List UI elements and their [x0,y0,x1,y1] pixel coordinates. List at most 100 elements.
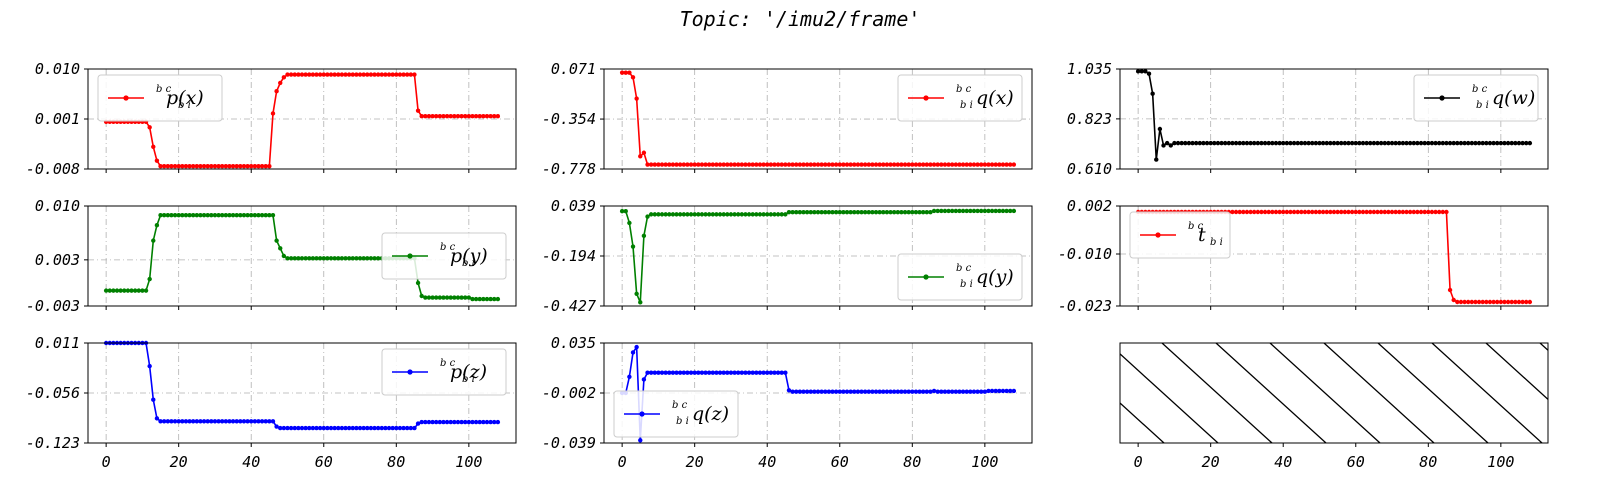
data-point-p_x-71 [361,72,366,77]
data-point-q_w-21 [1212,140,1217,146]
data-point-q_x-40 [765,162,770,167]
data-point-t-68 [1382,209,1387,215]
data-point-p_x-104 [481,114,486,119]
data-point-p_x-32 [220,164,225,169]
data-point-q_z-5 [638,438,643,443]
data-point-p_x-89 [426,114,432,119]
data-point-p_z-30 [212,419,218,424]
data-point-p_x-81 [397,72,403,77]
data-point-q_x-83 [920,162,926,167]
data-point-q_y-14 [670,212,676,217]
panel-top-middle: 0.071 -0.354 -0.778 b c b i q(x) [542,60,1033,178]
data-point-p_x-90 [430,114,435,119]
data-point-q_w-82 [1433,140,1438,146]
legend-subscript: b i [462,374,475,385]
data-point-p_y-103 [477,296,482,302]
panel-bottom-left: 0.011 -0.056 -0.123 b c b ip(z) 0 20 40 60 80 100 [26,334,517,471]
data-point-t-89 [1458,299,1464,305]
data-point-q_z-77 [899,389,904,394]
data-point-p_x-58 [314,72,319,77]
data-point-p_y-18 [169,213,174,218]
data-point-p_z-34 [227,419,232,424]
data-point-p_y-87 [419,293,424,299]
data-point-q_z-99 [979,389,984,394]
data-point-q_y-0 [619,208,625,214]
data-point-p_x-37 [238,164,243,169]
data-point-q_x-41 [768,162,774,167]
data-point-p_y-14 [154,223,160,228]
data-point-p_x-78 [386,72,392,77]
data-point-p_z-96 [452,419,457,425]
data-point-q_y-86 [931,208,937,214]
data-point-q_w-49 [1313,140,1319,146]
data-point-p_x-107 [492,114,497,119]
data-point-q_w-67 [1378,140,1384,146]
data-point-p_y-13 [151,238,156,243]
data-point-q_w-36 [1266,140,1271,146]
data-point-q_y-76 [895,210,900,215]
legend-marker [123,95,129,101]
data-point-p_x-27 [201,164,207,169]
data-point-p_z-35 [230,419,236,424]
data-point-q_y-38 [757,212,763,217]
data-point-q_w-48 [1310,140,1315,146]
data-point-q_z-98 [975,389,980,394]
series-markers-q_z [619,344,1017,443]
data-point-q_x-55 [819,162,824,167]
x-tick-label: 0 [102,453,111,471]
data-point-q_z-12 [663,370,668,375]
data-point-q_w-63 [1364,140,1369,146]
data-point-q_w-104 [1513,140,1518,146]
x-tick-label: 60 [1347,453,1365,471]
data-point-q_x-66 [859,162,864,167]
data-point-t-50 [1317,209,1322,215]
data-point-q_w-37 [1270,140,1275,146]
data-point-p_x-55 [303,72,308,77]
data-point-p_x-49 [281,75,287,80]
panel-bottom-right: 0 20 40 60 80 100 [1119,342,1549,471]
data-point-q_w-22 [1215,140,1221,146]
data-point-q_z-96 [968,389,973,394]
data-point-q_x-70 [873,162,879,167]
data-point-p_x-30 [212,164,218,169]
data-point-p_x-15 [158,164,163,169]
data-point-p_y-1 [107,288,112,293]
data-point-q_z-47 [790,389,795,394]
data-point-q_x-104 [997,162,1002,167]
legend-label: q(z) [692,403,729,425]
x-tick-label: 40 [758,453,776,471]
data-point-p_z-19 [172,419,178,424]
data-point-q_x-60 [837,162,842,167]
data-point-q_w-102 [1505,140,1511,146]
data-point-q_x-71 [877,162,882,167]
data-point-p_z-59 [317,425,323,431]
data-point-p_z-37 [238,419,243,424]
data-point-t-74 [1404,209,1409,215]
data-point-q_x-96 [968,162,973,167]
data-point-q_z-87 [935,389,940,394]
data-point-p_y-88 [423,295,428,300]
data-point-q_w-42 [1288,140,1293,146]
data-point-p_x-82 [401,72,406,77]
data-point-t-94 [1476,299,1482,305]
y-tick-label: -0.002 [542,384,596,402]
data-point-q_z-63 [848,389,853,394]
data-point-q_x-75 [891,162,897,167]
data-point-q_y-74 [888,210,893,215]
data-point-p_x-22 [183,164,189,169]
data-point-p_z-13 [151,397,156,402]
data-point-q_y-73 [884,210,890,215]
data-point-t-36 [1266,209,1271,215]
legend: b c b ip(y) [381,232,507,280]
data-point-q_w-107 [1524,140,1529,146]
data-point-q_z-80 [910,389,915,394]
data-point-q_z-90 [946,389,951,394]
data-point-q_y-9 [652,212,657,217]
data-point-p_z-98 [459,419,464,425]
data-point-q_z-37 [754,370,759,375]
data-point-q_w-54 [1331,140,1337,146]
data-point-q_x-57 [826,162,832,167]
y-tick-label: -0.003 [26,297,80,315]
data-point-q_z-97 [971,389,977,394]
